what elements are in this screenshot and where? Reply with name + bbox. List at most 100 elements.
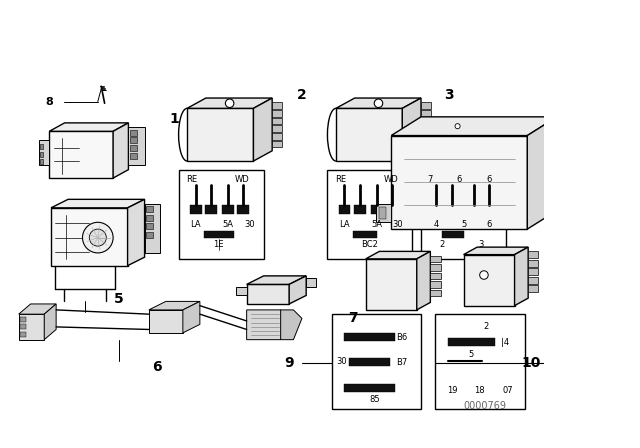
Polygon shape bbox=[246, 284, 289, 304]
Polygon shape bbox=[51, 208, 127, 266]
Circle shape bbox=[90, 229, 106, 246]
Text: 30: 30 bbox=[393, 220, 403, 229]
Circle shape bbox=[455, 124, 460, 129]
Polygon shape bbox=[187, 108, 253, 161]
Bar bbox=[339, 205, 351, 214]
Bar bbox=[237, 205, 249, 214]
Bar bbox=[559, 177, 567, 181]
Text: 2: 2 bbox=[297, 88, 307, 102]
Bar bbox=[20, 317, 26, 322]
Text: RE: RE bbox=[186, 175, 197, 184]
Bar bbox=[130, 138, 137, 143]
Polygon shape bbox=[51, 199, 145, 208]
Polygon shape bbox=[145, 203, 160, 253]
Polygon shape bbox=[49, 123, 129, 131]
Bar bbox=[236, 287, 246, 295]
Bar bbox=[559, 129, 567, 134]
Bar bbox=[559, 143, 567, 147]
Circle shape bbox=[480, 271, 488, 279]
Bar bbox=[421, 141, 431, 147]
Bar bbox=[559, 136, 567, 141]
Bar bbox=[344, 333, 396, 340]
Text: 6: 6 bbox=[152, 360, 162, 374]
Polygon shape bbox=[365, 251, 430, 259]
Text: 6: 6 bbox=[486, 220, 492, 229]
Bar bbox=[189, 205, 202, 214]
Bar bbox=[376, 203, 391, 222]
Text: 2: 2 bbox=[484, 323, 489, 332]
Text: 1: 1 bbox=[170, 112, 179, 125]
Text: 1E: 1E bbox=[213, 240, 224, 249]
Text: RE: RE bbox=[335, 175, 346, 184]
Bar bbox=[272, 141, 282, 147]
Bar bbox=[380, 207, 386, 219]
Text: 6: 6 bbox=[456, 175, 462, 184]
Text: B7: B7 bbox=[396, 358, 407, 367]
Polygon shape bbox=[149, 310, 183, 333]
Text: 7: 7 bbox=[348, 311, 358, 325]
Bar bbox=[306, 279, 316, 287]
Bar bbox=[528, 268, 538, 275]
Bar bbox=[353, 231, 377, 237]
Bar bbox=[40, 144, 44, 149]
Bar bbox=[421, 125, 431, 132]
Bar bbox=[272, 125, 282, 132]
Text: WD: WD bbox=[235, 175, 250, 184]
Polygon shape bbox=[19, 314, 44, 340]
Bar bbox=[354, 205, 365, 214]
Bar bbox=[483, 205, 495, 214]
Bar bbox=[147, 206, 153, 212]
Bar bbox=[332, 314, 421, 409]
Bar bbox=[20, 332, 26, 337]
Polygon shape bbox=[44, 304, 56, 340]
Polygon shape bbox=[391, 136, 527, 229]
Text: WD: WD bbox=[384, 175, 399, 184]
Bar bbox=[272, 133, 282, 140]
Text: 8: 8 bbox=[45, 96, 53, 107]
Bar bbox=[430, 273, 440, 280]
Text: 30: 30 bbox=[244, 220, 255, 229]
Polygon shape bbox=[336, 108, 403, 161]
Polygon shape bbox=[417, 251, 430, 310]
Bar bbox=[448, 338, 495, 345]
Text: 5: 5 bbox=[114, 292, 124, 306]
Polygon shape bbox=[149, 302, 200, 310]
Text: 5A: 5A bbox=[223, 220, 234, 229]
Bar bbox=[204, 231, 234, 237]
Bar bbox=[222, 205, 234, 214]
Bar bbox=[272, 102, 282, 109]
Text: 19: 19 bbox=[447, 386, 458, 395]
Polygon shape bbox=[515, 247, 528, 306]
Bar bbox=[40, 152, 44, 157]
Bar bbox=[349, 358, 390, 366]
Bar bbox=[147, 232, 153, 237]
Bar bbox=[468, 205, 480, 214]
Polygon shape bbox=[49, 131, 113, 178]
Bar bbox=[435, 314, 525, 409]
Text: 85: 85 bbox=[369, 395, 380, 404]
Bar bbox=[371, 205, 383, 214]
Text: 5: 5 bbox=[468, 350, 474, 359]
Polygon shape bbox=[129, 127, 145, 165]
Polygon shape bbox=[463, 247, 528, 254]
Bar bbox=[40, 159, 44, 164]
Bar bbox=[559, 184, 567, 188]
Bar bbox=[445, 205, 458, 214]
Bar bbox=[528, 285, 538, 292]
Bar bbox=[528, 260, 538, 267]
Circle shape bbox=[374, 99, 383, 108]
Polygon shape bbox=[253, 98, 272, 161]
Text: 7: 7 bbox=[427, 175, 432, 184]
Bar bbox=[430, 290, 440, 297]
Bar bbox=[421, 110, 431, 117]
Bar bbox=[272, 118, 282, 125]
Bar bbox=[442, 231, 463, 237]
Polygon shape bbox=[39, 140, 49, 165]
Bar bbox=[559, 150, 567, 154]
Bar bbox=[421, 118, 431, 125]
Bar bbox=[130, 153, 137, 159]
Text: |4: |4 bbox=[501, 338, 509, 347]
Circle shape bbox=[225, 99, 234, 108]
Text: 4: 4 bbox=[434, 220, 439, 229]
Text: 18: 18 bbox=[474, 386, 485, 395]
